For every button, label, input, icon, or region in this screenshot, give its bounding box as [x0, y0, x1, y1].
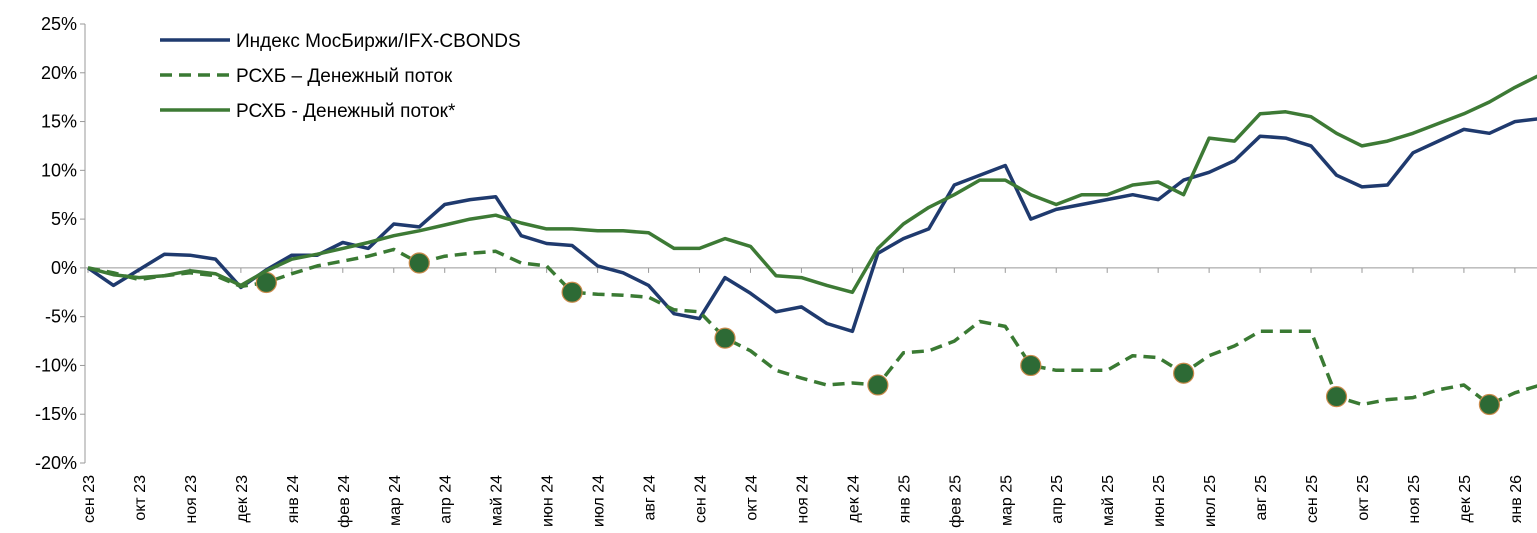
x-tick-label: янв 24 — [285, 475, 302, 523]
y-tick-label: -10% — [35, 355, 77, 375]
x-tick-label: июн 25 — [1151, 475, 1168, 527]
x-tick-label: янв 26 — [1508, 475, 1525, 523]
y-tick-label: 0% — [51, 258, 77, 278]
x-tick-label: июн 24 — [540, 475, 557, 527]
x-tick-label: сен 23 — [81, 475, 98, 523]
x-tick-label: фев 24 — [336, 475, 353, 528]
series-line — [87, 117, 1537, 334]
y-tick-label: -5% — [45, 307, 77, 327]
coupon-marker — [561, 281, 583, 303]
y-tick-label: 20% — [41, 63, 77, 83]
x-tick-label: авг 24 — [642, 475, 659, 521]
x-tick-label: апр 25 — [1049, 475, 1066, 524]
x-tick-label: мар 24 — [387, 475, 404, 526]
coupon-marker — [1325, 386, 1348, 408]
x-tick-label: ноя 23 — [183, 475, 200, 524]
x-tick-label: май 24 — [489, 475, 506, 526]
coupon-marker — [867, 374, 889, 396]
x-tick-label: окт 25 — [1355, 475, 1372, 521]
x-tick-label: май 25 — [1100, 475, 1117, 526]
legend-label: РСХБ - Денежный поток* — [236, 101, 456, 122]
y-tick-label: -15% — [35, 404, 77, 424]
series-line — [87, 247, 1537, 407]
x-tick-label: янв 25 — [896, 475, 913, 523]
x-tick-label: ноя 24 — [794, 475, 811, 524]
coupon-marker — [714, 327, 736, 349]
x-tick-label: ноя 25 — [1406, 475, 1423, 524]
x-tick-label: сен 24 — [693, 475, 710, 523]
coupon-marker — [1173, 362, 1195, 384]
y-tick-label: 10% — [41, 160, 77, 180]
x-tick-label: мар 25 — [998, 475, 1015, 526]
x-tick-label: окт 23 — [132, 475, 149, 521]
legend-label: РСХБ – Денежный поток — [236, 66, 453, 87]
x-tick-label: дек 24 — [845, 475, 862, 523]
coupon-marker — [408, 252, 430, 274]
x-tick-label: июл 24 — [591, 475, 608, 527]
x-tick-label: сен 25 — [1304, 475, 1321, 523]
x-tick-label: апр 24 — [438, 475, 455, 524]
y-tick-label: 25% — [41, 14, 77, 34]
y-tick-label: 5% — [51, 209, 77, 229]
x-tick-label: фев 25 — [947, 475, 964, 528]
x-tick-label: дек 23 — [234, 475, 251, 523]
coupon-marker — [1478, 393, 1501, 416]
x-tick-label: окт 24 — [743, 475, 760, 521]
x-tick-label: дек 25 — [1457, 475, 1474, 523]
x-tick-label: авг 25 — [1253, 475, 1270, 521]
y-tick-label: 15% — [41, 112, 77, 132]
y-tick-label: -20% — [35, 453, 77, 473]
legend-label: Индекс МосБиржи/IFX-CBONDS — [236, 31, 521, 52]
x-tick-label: июл 25 — [1202, 475, 1219, 527]
series-line — [87, 74, 1537, 295]
coupon-marker — [1020, 354, 1042, 377]
